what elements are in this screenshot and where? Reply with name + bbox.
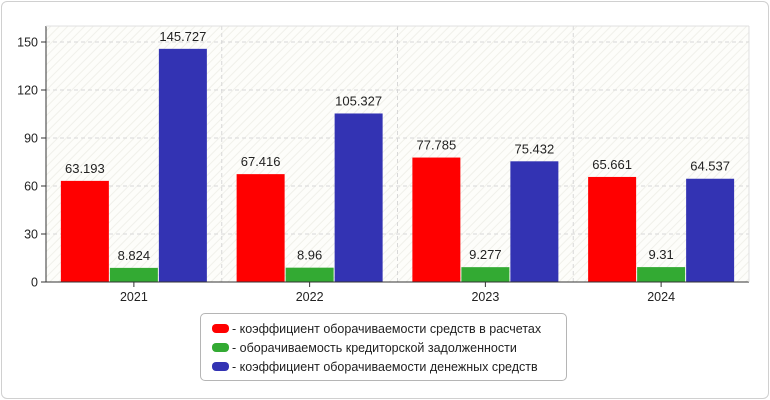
data-label: 9.277: [469, 247, 502, 262]
y-tick-labels: 0 30 60 90 120 150: [17, 36, 46, 290]
legend-label: - коэффициент оборачиваемости денежных с…: [232, 359, 538, 374]
x-tick-label: 2024: [647, 290, 675, 304]
data-label: 65.661: [592, 157, 632, 172]
data-label: 105.327: [335, 93, 382, 108]
legend-swatch-red: [212, 324, 229, 333]
y-tick-label: 0: [31, 276, 38, 290]
bars-group: [60, 48, 735, 283]
data-label: 145.727: [159, 29, 206, 44]
data-label: 77.785: [416, 138, 456, 153]
x-tick-label: 2022: [296, 290, 324, 304]
data-label: 64.537: [690, 159, 730, 174]
gridlines: [46, 26, 749, 282]
legend-swatch-blue: [212, 362, 229, 371]
legend-label: - коэффициент оборачиваемости средств в …: [232, 321, 542, 336]
bar: [158, 48, 207, 283]
y-tick-label: 90: [24, 132, 38, 146]
bar: [461, 267, 510, 282]
legend: - коэффициент оборачиваемости средств в …: [200, 313, 567, 381]
data-label: 67.416: [241, 154, 281, 169]
data-label: 63.193: [65, 161, 105, 176]
data-labels: 63.193 8.824 145.727 67.416 8.96 105.327 77.78…: [65, 29, 730, 263]
legend-swatch-green: [212, 343, 229, 352]
bar: [637, 267, 686, 282]
bar: [236, 174, 285, 282]
data-label: 8.96: [297, 248, 322, 263]
y-tick-label: 150: [17, 36, 38, 50]
data-label: 8.824: [118, 248, 151, 263]
y-tick-label: 120: [17, 84, 38, 98]
bar: [60, 180, 109, 282]
legend-item-payables-turnover: - оборачиваемость кредиторской задолженн…: [212, 338, 566, 357]
axes: [45, 25, 750, 283]
data-label: 75.432: [514, 141, 554, 156]
x-tick-labels: 2021 2022 2023 2024: [120, 282, 675, 304]
x-tick-label: 2021: [120, 290, 148, 304]
legend-item-receivables-turnover: - коэффициент оборачиваемости средств в …: [212, 319, 566, 338]
legend-label: - оборачиваемость кредиторской задолженн…: [232, 340, 517, 355]
x-tick-label: 2023: [471, 290, 499, 304]
bar: [686, 178, 735, 282]
data-label: 9.31: [648, 247, 673, 262]
bar: [412, 157, 461, 282]
bar: [510, 161, 559, 282]
bar: [334, 113, 383, 282]
legend-item-cash-turnover: - коэффициент оборачиваемости денежных с…: [212, 357, 566, 376]
bar: [285, 267, 334, 282]
y-tick-label: 60: [24, 180, 38, 194]
bar: [588, 176, 637, 282]
y-tick-label: 30: [24, 228, 38, 242]
bar: [109, 267, 158, 282]
